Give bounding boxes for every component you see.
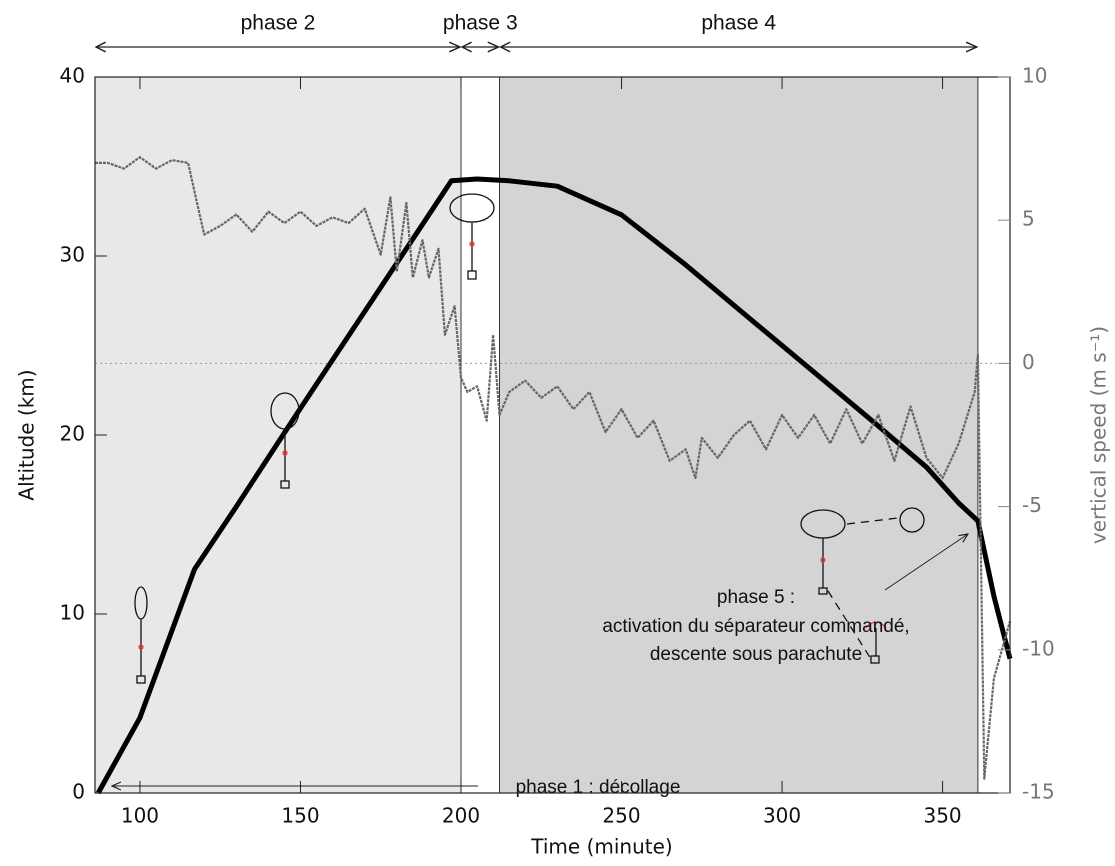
y2-tick-label: 10 bbox=[1022, 64, 1047, 88]
altitude-line bbox=[96, 176, 1013, 795]
x-tick-label: 300 bbox=[763, 804, 801, 828]
annotation-arrow bbox=[884, 534, 968, 591]
y-tick-label: 20 bbox=[60, 422, 85, 446]
x-tick-label: 250 bbox=[602, 804, 640, 828]
y2-tick-label: 5 bbox=[1022, 207, 1035, 231]
balloon-icons bbox=[134, 193, 925, 684]
annotation: phase 1 : décollage bbox=[516, 777, 681, 798]
x-tick-label: 100 bbox=[121, 804, 159, 828]
phase-label: phase 2 bbox=[241, 12, 316, 35]
y-tick-label: 0 bbox=[72, 780, 85, 804]
y2-tick-label: -10 bbox=[1022, 636, 1055, 660]
phase-region bbox=[499, 77, 978, 793]
y-tick-label: 40 bbox=[60, 64, 85, 88]
y-axis-label: Altitude (km) bbox=[15, 369, 39, 500]
speed-line bbox=[95, 156, 1012, 780]
annotation: phase 5 : bbox=[717, 587, 795, 608]
y2-tick-label: -15 bbox=[1022, 780, 1055, 804]
phase-label: phase 3 bbox=[443, 12, 518, 35]
phase-label: phase 4 bbox=[701, 12, 776, 35]
x-tick-label: 350 bbox=[923, 804, 961, 828]
y-tick-label: 30 bbox=[60, 243, 85, 267]
y-tick-label: 10 bbox=[60, 601, 85, 625]
annotation: descente sous parachute bbox=[650, 644, 862, 665]
phase-region bbox=[461, 77, 500, 793]
x-tick-label: 200 bbox=[442, 804, 480, 828]
y2-tick-label: -5 bbox=[1022, 493, 1042, 517]
annotation: activation du séparateur commandé, bbox=[602, 616, 909, 637]
x-tick-label: 150 bbox=[281, 804, 319, 828]
x-axis-label: Time (minute) bbox=[530, 835, 672, 859]
marks-layer bbox=[95, 156, 1013, 795]
y2-axis-label: vertical speed (m s⁻¹) bbox=[1087, 326, 1111, 544]
y2-tick-label: 0 bbox=[1022, 350, 1035, 374]
